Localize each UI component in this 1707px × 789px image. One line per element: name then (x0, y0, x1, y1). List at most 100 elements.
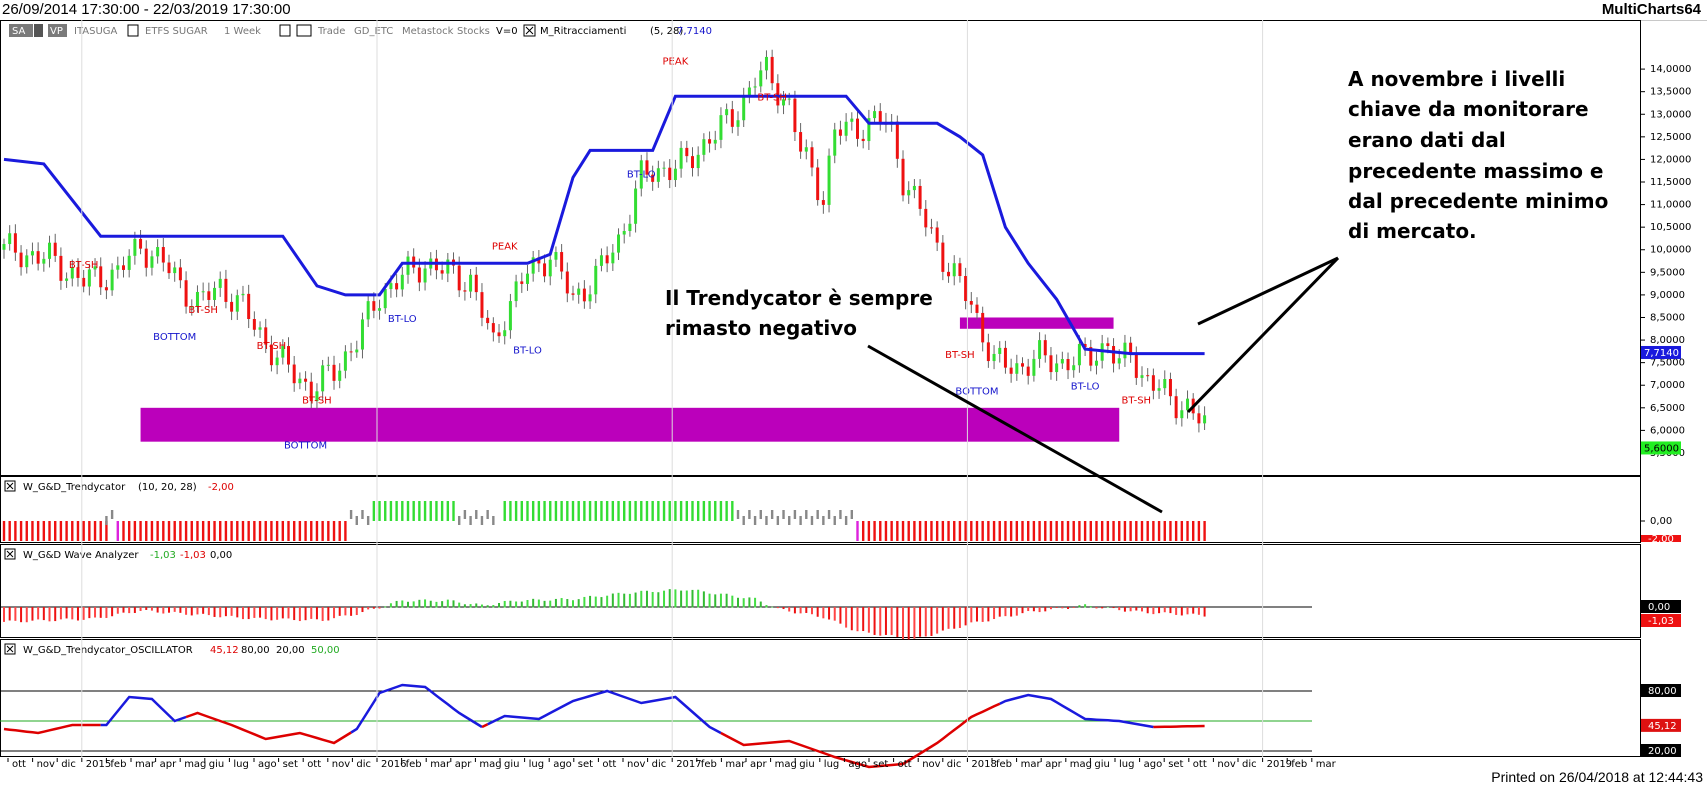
wave-bar (873, 607, 876, 635)
wave-bar (1055, 607, 1058, 608)
candle-body (133, 238, 137, 256)
trendycator-bar (1027, 521, 1030, 541)
symbol-dropdown-icon[interactable] (127, 24, 139, 37)
trendycator-bar (913, 521, 916, 541)
trendycator-bar (531, 501, 535, 521)
candle-body (986, 342, 990, 362)
wave-bar (196, 607, 199, 615)
trendycator-bar (679, 501, 683, 521)
time-tick-label: lug (233, 759, 248, 769)
trendycator-bar (1032, 521, 1036, 541)
candle-body (326, 364, 330, 366)
trendycator-bar (475, 510, 478, 519)
candle-body (366, 301, 370, 320)
trendycator-bar (230, 521, 233, 541)
time-tick-label: feb (701, 759, 717, 769)
trendycator-bar (970, 521, 973, 541)
oscillator-close-icon[interactable] (4, 643, 16, 655)
wave-bar (276, 607, 279, 620)
wave-bar (742, 598, 745, 608)
candle-body (1003, 347, 1007, 368)
trendycator-bar (560, 501, 563, 521)
candle-body (673, 168, 677, 181)
trendycator-bar (162, 521, 165, 541)
chart-toolbar: SA VP ITASUGA ETFS SUGAR 1 Week Trade GD… (9, 24, 712, 37)
candle-body (1089, 347, 1093, 366)
wave-bar (941, 607, 944, 631)
wave-panel: W_G&D Wave Analyzer -1,03 -1,03 0,00 0,00 -1,… (0, 548, 1681, 640)
wave-value: -1,03 (150, 550, 176, 561)
candle-body (423, 268, 427, 283)
wave-bar (1044, 607, 1047, 612)
chart-canvas[interactable]: SA VP ITASUGA ETFS SUGAR 1 Week Trade GD… (0, 20, 1707, 769)
trendycator-bar (1106, 521, 1110, 541)
trendycator-bar (1135, 521, 1138, 541)
trendycator-bar (1180, 521, 1184, 541)
candle-body (13, 233, 17, 253)
candle-body (59, 255, 63, 281)
wave-bar (94, 607, 97, 618)
vp-button[interactable]: VP (50, 26, 63, 37)
sa-button-bg[interactable] (9, 24, 33, 37)
wave-bar (3, 607, 5, 622)
candle-body (269, 344, 273, 366)
trendycator-bar (264, 521, 267, 541)
candle-body (469, 274, 473, 292)
trendycator-bar (429, 501, 432, 521)
panel-frames (0, 20, 1641, 757)
trendycator-close-icon[interactable] (4, 480, 16, 492)
candle-body (110, 269, 114, 291)
wave-bar (88, 607, 91, 619)
candle-body (895, 121, 899, 159)
r-dropdown-icon[interactable] (296, 24, 312, 37)
trendycator-bar (1044, 521, 1047, 541)
annotation-right-line: erano dati dal (1348, 128, 1506, 152)
wave-bar (241, 607, 244, 620)
wave-bar (725, 593, 728, 608)
wave-bar (674, 589, 677, 608)
candle-body (861, 138, 865, 142)
candle-body (810, 147, 814, 168)
trendycator-header: W_G&D_Trendycator (10, 20, 28) -2,00 (4, 480, 234, 493)
vp-button-bg[interactable] (48, 24, 67, 37)
candle-body (878, 111, 882, 122)
wave-bar (668, 589, 671, 608)
wave-close-icon[interactable] (4, 548, 16, 560)
trendycator-bar (736, 510, 740, 519)
sa-button[interactable]: SA (12, 26, 26, 37)
trendycator-bar (901, 521, 905, 541)
wave-bar (714, 594, 717, 608)
time-tick-label: mar (725, 759, 746, 769)
wave-bar (259, 607, 262, 618)
wave-bar (788, 607, 791, 612)
wave-bar (156, 607, 159, 613)
trendycator-bar (469, 516, 472, 525)
trendycator-bar (1038, 521, 1041, 541)
candle-body (218, 278, 222, 288)
trendycator-bar (873, 521, 876, 541)
candle-body (417, 267, 421, 283)
wave-bar (634, 592, 637, 608)
trendycator-bar (953, 521, 956, 541)
time-tick-label: giu (1094, 759, 1109, 769)
retracement-value-box (1641, 345, 1681, 359)
trendycator-bar (150, 521, 154, 541)
wave-bar (406, 601, 409, 608)
annotation-right-line: dal precedente minimo (1348, 189, 1608, 213)
price-panel-frame (0, 20, 1641, 476)
candle-body (525, 273, 529, 284)
wave-bar (1129, 607, 1132, 612)
trendycator-bar (105, 516, 108, 525)
candle-body (161, 247, 165, 263)
trendycator-bar (964, 521, 967, 541)
trendycator-bar (224, 521, 228, 541)
sa-dropdown-icon[interactable] (34, 24, 43, 37)
indicator-close-icon[interactable] (523, 24, 536, 37)
interval-dropdown-icon[interactable] (279, 24, 291, 37)
trendycator-bar (304, 521, 307, 541)
trendycator-bar (219, 521, 222, 541)
candle-body (833, 129, 837, 156)
wave-bar (651, 591, 654, 608)
trendycator-bar (600, 501, 603, 521)
trendycator-bar (8, 521, 11, 541)
